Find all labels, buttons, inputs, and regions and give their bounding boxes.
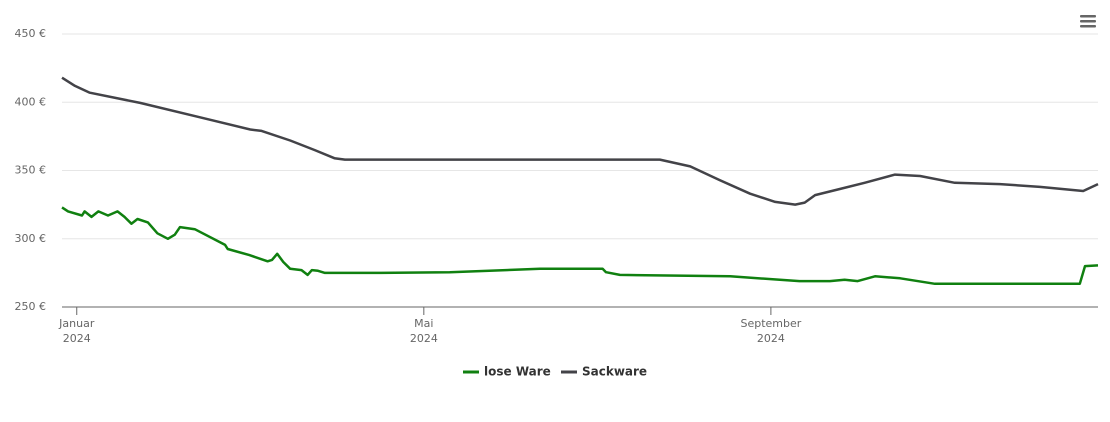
menu-bar [1080,25,1096,28]
x-tick-label: Januar 2024 [59,317,95,345]
legend-label: lose Ware [484,365,551,379]
y-tick-label: 300 € [15,232,47,245]
menu-bar [1080,20,1096,23]
line-series [61,76,1099,206]
line-series [61,206,1099,286]
y-tick-label: 450 € [15,27,47,40]
x-tick-label: September 2024 [740,317,802,345]
menu-icon[interactable] [1080,15,1096,28]
y-tick-label: 350 € [15,164,47,177]
y-tick-label: 400 € [15,95,47,108]
y-tick-label: 250 € [15,300,47,313]
menu-bar [1080,15,1096,18]
x-tick-label: Mai 2024 [409,317,438,345]
legend-label: Sackware [582,365,647,379]
